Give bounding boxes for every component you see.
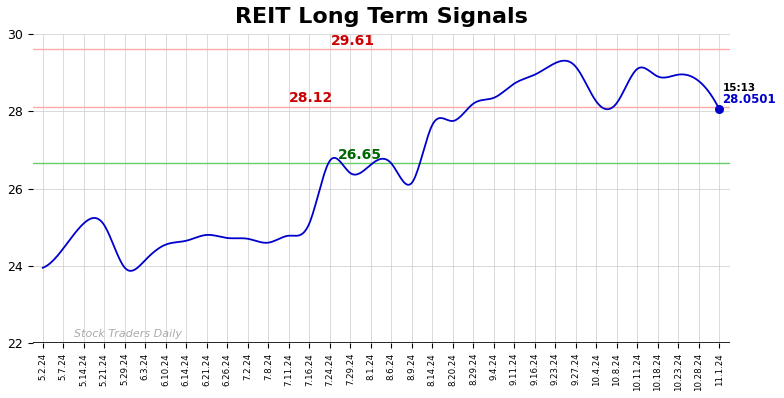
Text: 28.12: 28.12 — [289, 91, 333, 105]
Text: 15:13: 15:13 — [723, 83, 756, 93]
Point — [713, 106, 726, 113]
Text: 26.65: 26.65 — [338, 148, 382, 162]
Text: 28.0501: 28.0501 — [723, 93, 776, 106]
Text: Stock Traders Daily: Stock Traders Daily — [74, 329, 182, 339]
Title: REIT Long Term Signals: REIT Long Term Signals — [234, 7, 528, 27]
Text: 29.61: 29.61 — [331, 33, 376, 48]
